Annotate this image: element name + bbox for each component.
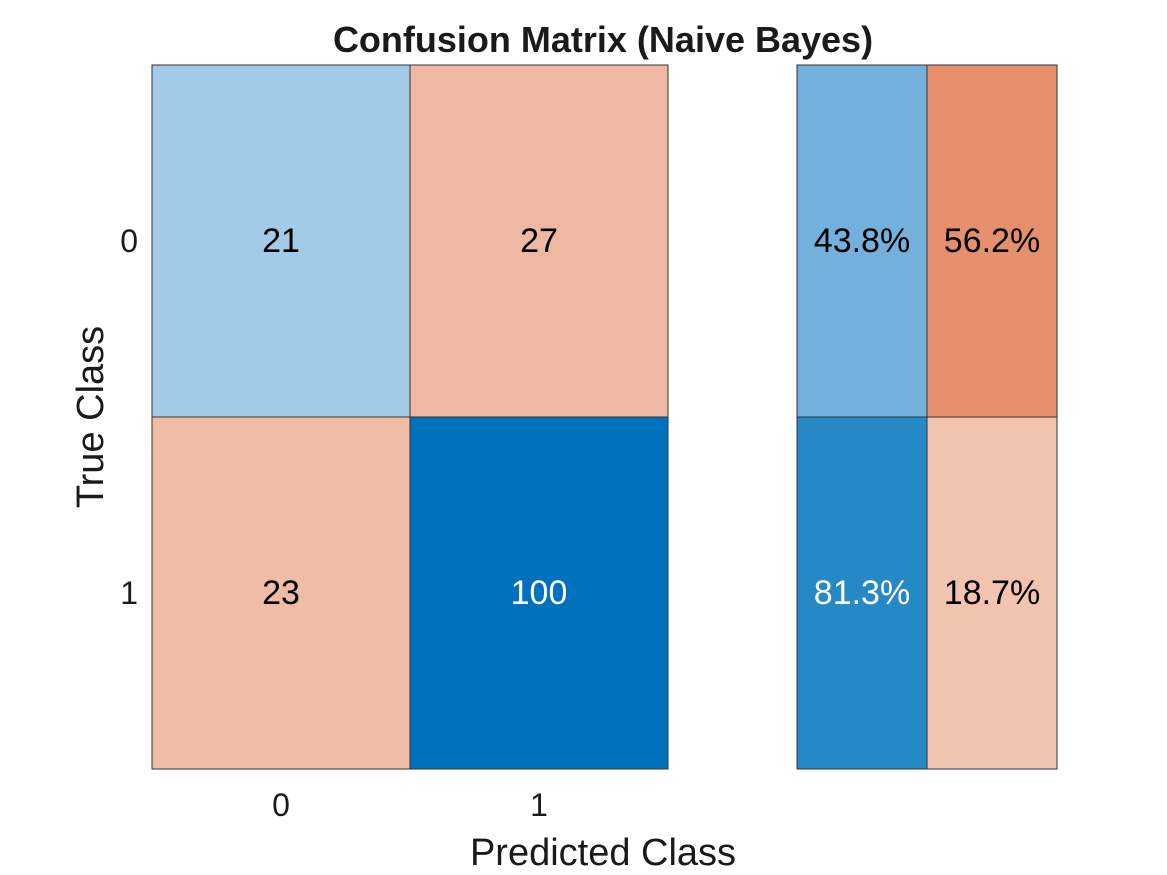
row-summary-matrix: 43.8% 56.2% 81.3% 18.7% [796,64,1058,770]
row-summary-cell-r1-c1 [926,416,1058,770]
row-summary-value-r0-c0: 43.8% [814,222,910,260]
x-tick-label-1: 1 [530,787,548,823]
y-axis-label: True Class [70,326,112,508]
matrix-cell-r1-c0 [151,416,411,770]
matrix-value-r0-c0: 21 [262,222,300,260]
confusion-matrix: 21 27 23 100 [151,64,669,770]
row-summary-value-r1-c0: 81.3% [814,574,910,612]
row-summary-value-r0-c1: 56.2% [944,222,1040,260]
y-tick-labels: 01 [120,223,138,611]
x-axis-label: Predicted Class [470,832,736,874]
matrix-value-r1-c0: 23 [262,574,300,612]
x-tick-label-0: 0 [272,787,290,823]
y-tick-label-1: 1 [120,575,138,611]
matrix-cell-r0-c0 [151,64,411,418]
matrix-value-r0-c1: 27 [520,222,558,260]
row-summary-cell-r0-c1 [926,64,1058,418]
chart-title: Confusion Matrix (Naive Bayes) [333,19,873,60]
row-summary-value-r1-c1: 18.7% [944,574,1040,612]
matrix-cell-r0-c1 [409,64,669,418]
matrix-value-r1-c1: 100 [511,574,568,612]
row-summary-cell-r0-c0 [796,64,928,418]
row-summary-cell-r1-c0 [796,416,928,770]
y-tick-label-0: 0 [120,223,138,259]
matrix-cell-r1-c1 [409,416,669,770]
